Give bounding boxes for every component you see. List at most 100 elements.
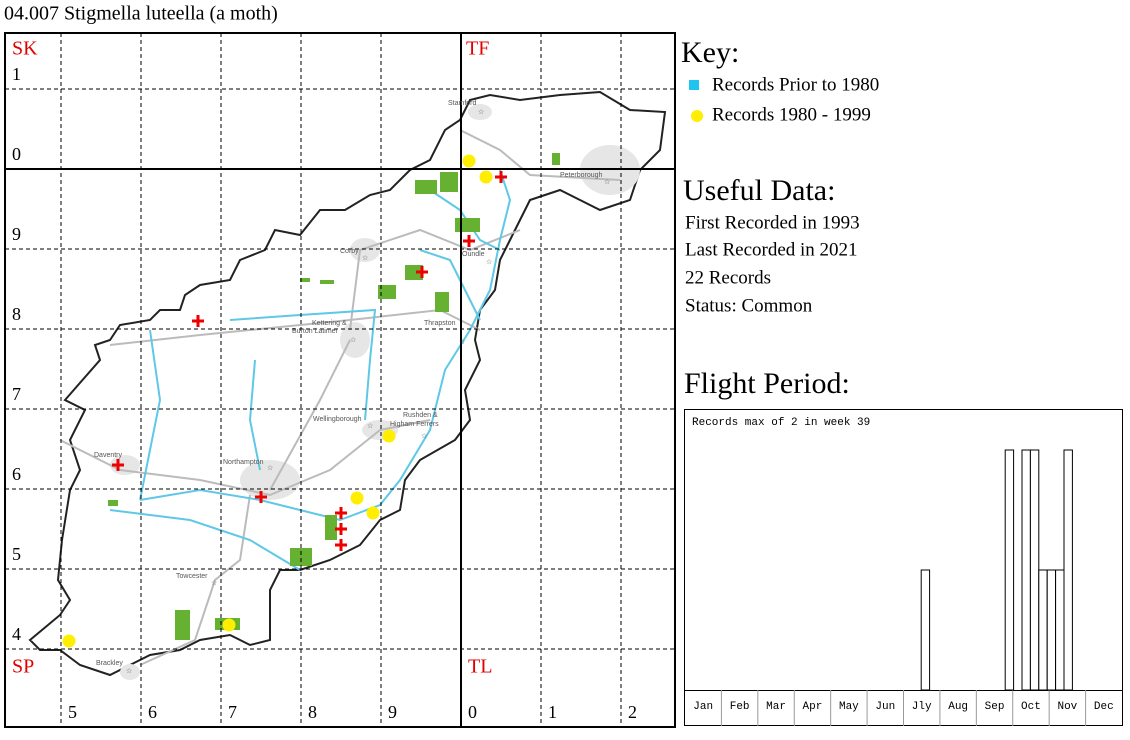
town-star: ☆: [367, 422, 373, 430]
record-cross: [495, 171, 507, 183]
data-line: First Recorded in 1993: [685, 212, 860, 233]
data-line: Last Recorded in 2021: [685, 239, 858, 260]
row-label: 4: [12, 624, 21, 644]
record-cross: [416, 266, 428, 278]
row-label: 6: [12, 464, 21, 484]
flight-chart: Flight Period: Records max of 2 in week …: [684, 367, 1123, 726]
rivers: [109, 169, 512, 571]
col-label: 8: [308, 702, 317, 722]
record-dot: [350, 491, 364, 505]
month-label: Apr: [803, 701, 823, 713]
square-label: SP: [12, 656, 34, 678]
record-dot: [62, 634, 76, 648]
bar: [1004, 449, 1015, 691]
bar: [1029, 449, 1040, 691]
place-name: Oundle: [462, 251, 485, 258]
legend-dot: [691, 110, 703, 122]
record-dot: [382, 429, 396, 443]
col-label: 5: [68, 702, 77, 722]
town-star: ☆: [604, 178, 610, 186]
town-star: ☆: [478, 108, 484, 116]
key-title: Key:: [681, 36, 739, 69]
row-label: 5: [12, 544, 21, 564]
place-name: Thrapston: [424, 320, 456, 327]
place-name: Burton Latimer: [292, 328, 339, 335]
place-name: Corby: [340, 248, 359, 255]
county-outline: [28, 90, 667, 677]
month-label: May: [839, 701, 859, 713]
place-name: Rushden &: [403, 412, 438, 419]
record-cross: [463, 235, 475, 247]
month-label: Sep: [985, 701, 1005, 713]
col-label: 6: [148, 702, 157, 722]
record-cross: [335, 523, 347, 535]
record-dot: [222, 618, 236, 632]
bar: [1038, 569, 1048, 691]
useful-data: Useful Data: First Recorded in 1993 Last…: [683, 174, 860, 316]
record-cross: [335, 539, 347, 551]
town-star: ☆: [459, 338, 465, 346]
town-star: ☆: [267, 464, 273, 472]
row-label: 9: [12, 224, 21, 244]
records: Stamford☆Peterborough☆Corby☆Oundle☆Kette…: [62, 100, 610, 675]
town-star: ☆: [350, 336, 356, 344]
place-name: Towcester: [176, 573, 208, 580]
record-cross: [112, 459, 124, 471]
record-cross: [192, 315, 204, 327]
month-label: Aug: [948, 701, 968, 713]
col-label: 0: [468, 702, 477, 722]
record-dot: [366, 506, 380, 520]
square-label: TL: [468, 656, 492, 678]
bar: [920, 569, 931, 691]
section-title: Useful Data:: [683, 174, 835, 207]
row-label: 0: [12, 144, 21, 164]
month-label: Jly: [912, 701, 932, 713]
chart-title: Flight Period:: [684, 367, 850, 400]
legend-label: Records Prior to 1980: [712, 74, 879, 95]
place-name: Northampton: [223, 459, 264, 466]
square-label: TF: [466, 38, 489, 60]
town-star: ☆: [126, 667, 132, 675]
legend-square: [689, 80, 699, 90]
col-label: 9: [388, 702, 397, 722]
data-line: 22 Records: [685, 267, 771, 288]
record-cross: [335, 507, 347, 519]
place-name: Daventry: [94, 452, 123, 459]
col-label: 1: [548, 702, 557, 722]
key: Key: Records Prior to 1980 Records 1980 …: [681, 36, 879, 125]
town-star: ☆: [486, 258, 492, 266]
col-label: 7: [228, 702, 237, 722]
row-label: 8: [12, 304, 21, 324]
col-label: 2: [628, 702, 637, 722]
bar: [1055, 569, 1065, 691]
row-label: 1: [12, 64, 21, 84]
row-label: 7: [12, 384, 21, 404]
month-label: Mar: [766, 701, 786, 713]
bar: [1046, 569, 1057, 691]
data-line: Status: Common: [685, 295, 813, 316]
month-label: Dec: [1094, 701, 1114, 713]
place-name: Wellingborough: [313, 416, 362, 423]
record-dot: [479, 170, 493, 184]
month-label: Jan: [693, 701, 713, 713]
month-label: Nov: [1057, 701, 1077, 713]
month-label: Jun: [875, 701, 895, 713]
place-name: Higham Ferrers: [390, 421, 439, 428]
place-name: Kettering &: [312, 320, 347, 327]
chart-subtitle: Records max of 2 in week 39: [692, 417, 870, 429]
town-star: ☆: [211, 579, 217, 587]
page-title: 04.007 Stigmella luteella (a moth): [4, 3, 278, 25]
bar: [1021, 449, 1031, 691]
town-star: ☆: [421, 432, 427, 440]
month-label: Oct: [1021, 701, 1041, 713]
place-name: Stamford: [448, 100, 477, 107]
month-label: Feb: [730, 701, 750, 713]
place-name: Brackley: [96, 660, 123, 667]
place-name: Peterborough: [560, 172, 603, 179]
square-label: SK: [12, 38, 38, 60]
bar: [1063, 449, 1073, 691]
record-dot: [462, 154, 476, 168]
